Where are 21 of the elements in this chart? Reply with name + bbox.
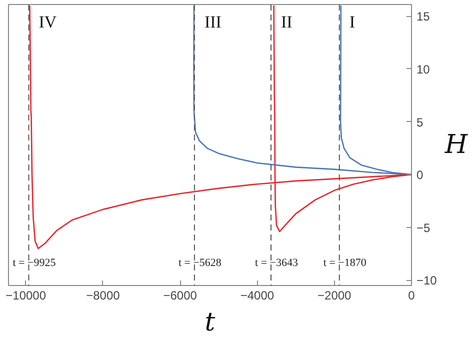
y-tick-label: 15 — [416, 10, 430, 24]
annotation: II — [281, 12, 293, 32]
ref-line-label: t = −9925 — [12, 257, 56, 270]
ref-line-label: t = −3643 — [255, 257, 298, 270]
annotation: I — [349, 12, 356, 32]
ref-line-label: t = −1870 — [323, 257, 367, 270]
annotation: IV — [38, 12, 58, 32]
annotation: III — [204, 12, 222, 32]
y-tick-label: −5 — [416, 220, 431, 235]
y-tick-label: 5 — [416, 115, 424, 130]
x-axis-title: t — [204, 308, 216, 338]
y-tick-label: 10 — [416, 62, 430, 76]
x-tick-label: −8000 — [86, 288, 120, 302]
ref-line-label: t = −5628 — [178, 257, 222, 270]
x-tick-label: −10000 — [6, 288, 46, 302]
y-tick-label: −10 — [416, 274, 438, 288]
x-tick-label: −4000 — [240, 288, 274, 302]
y-tick-label: 0 — [416, 168, 424, 182]
x-tick-label: −2000 — [318, 288, 352, 302]
y-axis-title: H — [444, 130, 469, 160]
x-tick-label: −6000 — [163, 288, 198, 302]
